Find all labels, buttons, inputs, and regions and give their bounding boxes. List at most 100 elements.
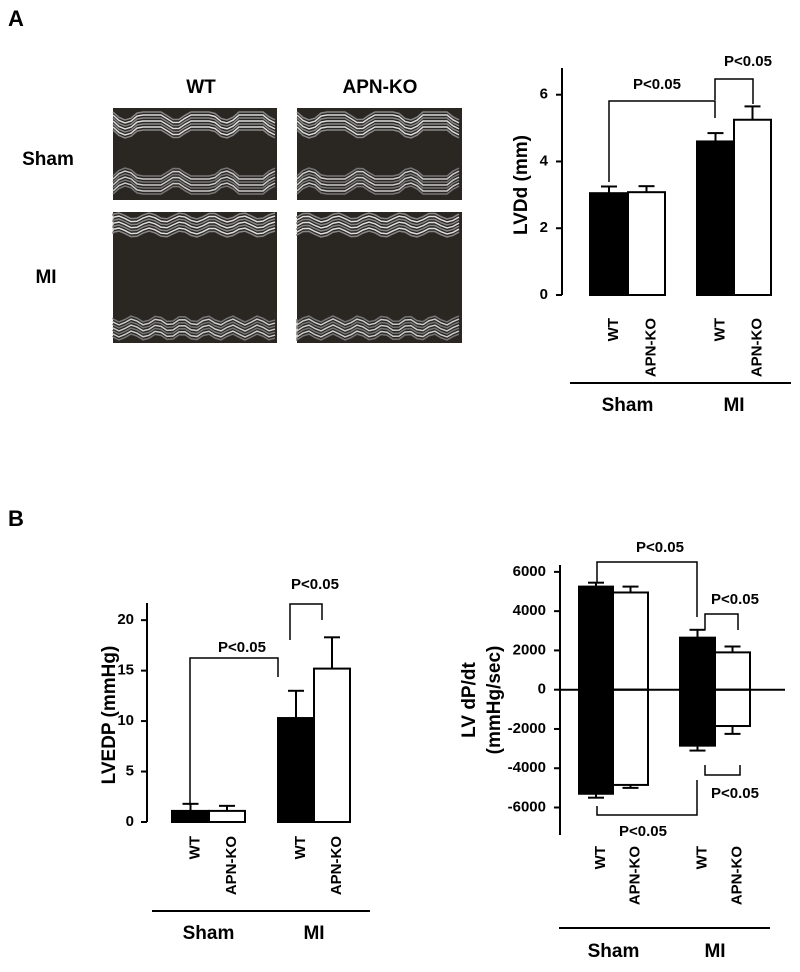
image-column-label: APN-KO (343, 77, 418, 98)
y-tick-label: 15 (117, 662, 134, 679)
y-axis-label: LVEDP (mmHg) (99, 646, 120, 785)
echo-texture (112, 170, 276, 180)
echo-texture (296, 333, 460, 342)
x-tick-label: WT (711, 318, 728, 341)
x-tick-label: WT (292, 836, 309, 859)
x-tick-label: WT (186, 836, 203, 859)
annotation: P<0.05 (619, 823, 667, 840)
annotation: P<0.05 (711, 785, 759, 802)
echo-texture (296, 117, 460, 127)
echo-texture (296, 170, 460, 180)
x-tick-label: WT (592, 846, 609, 869)
echo-texture (296, 176, 460, 186)
panel-label: A (8, 6, 24, 31)
echo-texture (296, 324, 460, 333)
x-tick-label: APN-KO (642, 318, 659, 377)
echo-texture (296, 182, 460, 192)
bar (627, 191, 666, 297)
bar (171, 809, 210, 824)
echo-texture (296, 126, 460, 136)
x-tick-label: APN-KO (223, 836, 240, 895)
echo-texture (296, 179, 460, 189)
y-tick-label: -2000 (508, 720, 546, 737)
echo-texture (296, 315, 460, 324)
echo-texture (112, 318, 276, 326)
significance-bracket (189, 657, 279, 805)
echo-texture (112, 182, 276, 192)
echo-texture (112, 324, 276, 332)
bar (589, 192, 629, 296)
y-tick-label: 0 (126, 813, 134, 830)
bar (578, 688, 614, 795)
echo-texture (296, 330, 460, 339)
echo-texture (112, 126, 276, 136)
echo-texture (112, 333, 276, 341)
annotation: P<0.05 (633, 76, 681, 93)
significance-bracket (704, 613, 739, 630)
echo-texture (296, 321, 460, 330)
echo-texture (112, 327, 276, 335)
annotation: P<0.05 (218, 639, 266, 656)
echo-texture (296, 218, 460, 226)
significance-bracket (608, 100, 716, 182)
annotation: P<0.05 (711, 591, 759, 608)
echo-texture (112, 176, 276, 186)
y-tick-label: -4000 (508, 759, 546, 776)
y-axis-label: (mmHg/sec) (484, 646, 505, 755)
annotation: P<0.05 (636, 539, 684, 556)
x-tick-label: APN-KO (328, 836, 345, 895)
echo-texture (112, 321, 276, 329)
echo-texture (296, 123, 460, 133)
echo-texture (296, 318, 460, 327)
echo-texture (296, 120, 460, 130)
significance-bracket (714, 78, 754, 104)
bar (679, 636, 716, 691)
echo-texture (112, 330, 276, 338)
panel-label: B (8, 506, 24, 531)
echo-texture (112, 212, 276, 220)
y-tick-label: 2000 (513, 641, 546, 658)
significance-bracket (704, 765, 741, 776)
echo-texture (296, 129, 460, 139)
significance-bracket (289, 603, 323, 640)
echo-texture (296, 167, 460, 177)
y-axis-label: LV dP/dt (459, 662, 480, 738)
bar (208, 809, 246, 824)
echo-texture (296, 327, 460, 336)
echo-texture (112, 117, 276, 127)
echo-texture (296, 221, 460, 229)
bar (578, 585, 614, 691)
echo-texture (296, 114, 460, 124)
y-tick-label: 6 (540, 86, 548, 103)
bar (612, 591, 649, 691)
echo-texture (112, 123, 276, 133)
bar (313, 667, 351, 823)
echo-texture (112, 215, 276, 223)
x-tick-label: APN-KO (626, 846, 643, 905)
echo-texture (112, 221, 276, 229)
bar (277, 717, 315, 824)
echo-texture (296, 224, 460, 232)
echo-texture (112, 218, 276, 226)
echo-texture (112, 167, 276, 177)
bar (733, 118, 772, 296)
echo-texture (296, 185, 460, 195)
annotation: P<0.05 (724, 53, 772, 70)
image-row-label: Sham (22, 149, 74, 170)
x-tick-label: APN-KO (728, 846, 745, 905)
echo-texture (112, 111, 276, 121)
group-label: Sham (183, 923, 235, 944)
image-column-label: WT (186, 77, 216, 98)
echo-texture (112, 230, 276, 238)
group-label: MI (723, 395, 744, 416)
y-tick-label: 0 (540, 286, 548, 303)
y-tick-label: 10 (117, 712, 134, 729)
group-label: Sham (602, 395, 654, 416)
echo-texture (112, 173, 276, 183)
group-label: MI (704, 941, 725, 962)
group-label: Sham (588, 941, 640, 962)
echo-images: WT APN-KO Sham MI (22, 77, 462, 343)
significance-bracket (596, 561, 698, 617)
echo-texture (112, 114, 276, 124)
